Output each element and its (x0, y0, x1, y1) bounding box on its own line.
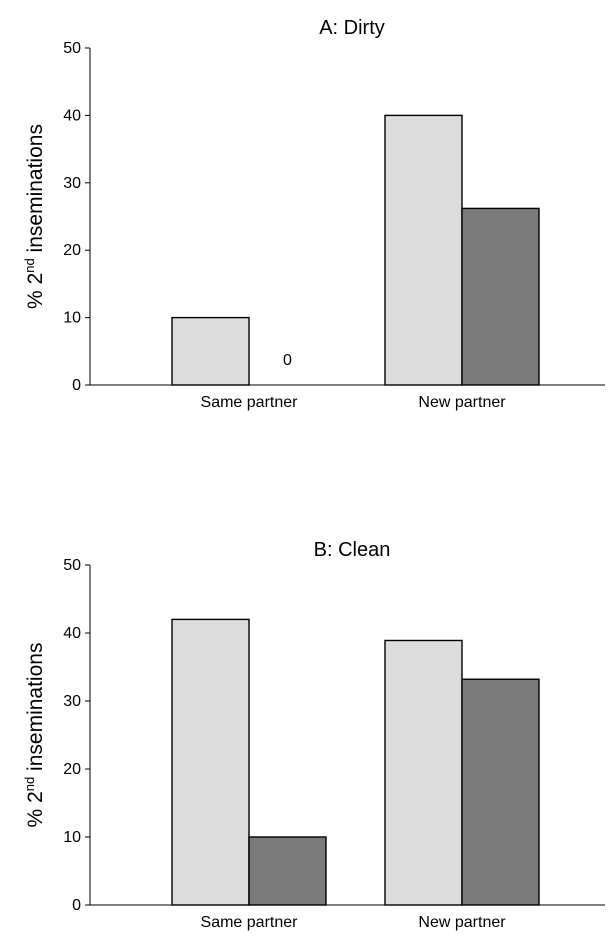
y-tick-label: 20 (63, 242, 81, 259)
x-category-label: New partner (418, 394, 506, 411)
bar-new-partner-series-1 (384, 114, 463, 386)
bar-new-partner-series-1 (384, 639, 463, 906)
bar-same-partner-series-1 (171, 618, 250, 906)
chart-title: B: Clean (314, 539, 391, 561)
x-category-label: New partner (418, 914, 506, 931)
y-tick-label: 50 (63, 557, 81, 574)
y-tick-label: 30 (63, 175, 81, 192)
y-tick-label: 40 (63, 625, 81, 642)
chart-title: A: Dirty (319, 17, 385, 39)
chart-panel-b: B: Clean % 2nd inseminations 0 10 20 30 40 50 Sa… (22, 539, 605, 931)
y-tick-label: 0 (72, 897, 81, 914)
x-category-label: Same partner (201, 914, 299, 931)
bar-new-partner-series-2 (461, 678, 540, 906)
y-axis-label: % 2nd inseminations (22, 643, 47, 828)
bar-same-partner-series-2 (248, 836, 327, 906)
y-tick-label: 20 (63, 761, 81, 778)
x-category-label: Same partner (201, 394, 299, 411)
y-tick-label: 30 (63, 693, 81, 710)
bar-new-partner-series-2 (461, 207, 540, 386)
y-axis-label: % 2nd inseminations (22, 124, 47, 309)
y-tick-label: 40 (63, 107, 81, 124)
y-tick-label: 10 (63, 310, 81, 327)
y-tick-label: 0 (72, 377, 81, 394)
data-label: 0 (283, 352, 292, 369)
chart-panel-a: A: Dirty % 2nd inseminations 0 10 20 30 40 50 Sa… (22, 17, 605, 411)
bar-same-partner-series-1 (171, 316, 250, 386)
y-tick-label: 50 (63, 40, 81, 57)
y-tick-label: 10 (63, 829, 81, 846)
